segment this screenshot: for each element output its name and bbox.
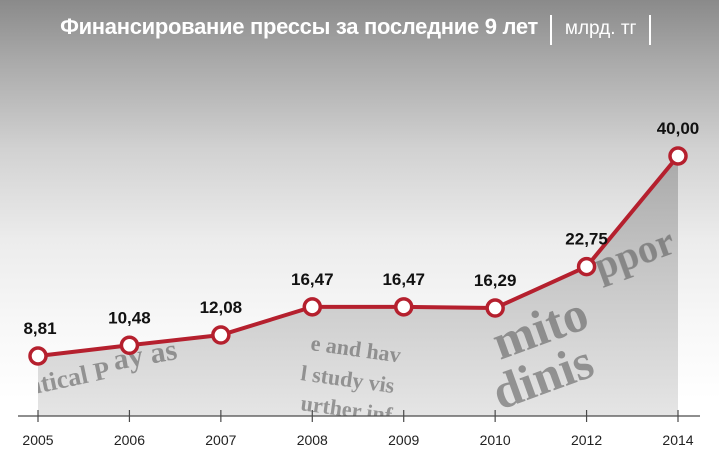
data-point-2010 [485, 298, 505, 318]
x-tick-label-2010: 2010 [480, 432, 511, 448]
data-label-2012: 22,75 [565, 230, 608, 249]
data-point-2006 [119, 335, 140, 356]
x-tick-label-2012: 2012 [571, 432, 602, 448]
x-tick-label-2009: 2009 [388, 432, 419, 448]
series-line-group [37, 154, 680, 358]
data-label-2005: 8,81 [23, 319, 56, 338]
marker-group [28, 146, 688, 366]
data-label-2009: 16,47 [382, 270, 425, 289]
x-tick-label-2014: 2014 [662, 432, 693, 448]
data-label-2010: 16,29 [474, 271, 517, 290]
data-point-2009 [393, 297, 414, 317]
chart-title: Финансирование прессы за последние 9 лет [60, 14, 538, 39]
data-label-2006: 10,48 [108, 308, 151, 327]
title-separator-left [550, 14, 553, 45]
data-point-2014 [668, 146, 688, 166]
data-point-2008 [302, 297, 323, 317]
title-separator-right [648, 14, 651, 45]
data-label-2008: 16,47 [291, 270, 334, 289]
series-line [37, 154, 680, 358]
x-tick-label-group: 2005 2006 2007 2008 2009 2010 2012 2014 [22, 432, 693, 448]
data-label-2007: 12,08 [200, 298, 243, 317]
data-label-2014: 40,00 [657, 119, 700, 138]
data-label-group: 8,81 10,48 12,08 16,47 16,47 16,29 22,75 40,00 [23, 119, 699, 338]
chart-title-bar: Финансирование прессы за последние 9 лет… [0, 14, 719, 45]
data-point-2012 [576, 256, 597, 277]
data-point-2007 [211, 325, 231, 345]
newspaper-area: atical P ay as e and hav l study vis urt… [38, 156, 678, 416]
chart-unit: млрд. тг [564, 18, 637, 39]
x-axis-ticks [37, 410, 679, 422]
x-tick-label-2007: 2007 [205, 432, 236, 448]
x-tick-label-2008: 2008 [297, 432, 328, 448]
x-tick-label-2005: 2005 [22, 432, 53, 448]
data-point-2005 [28, 346, 48, 366]
x-tick-label-2006: 2006 [114, 432, 145, 448]
